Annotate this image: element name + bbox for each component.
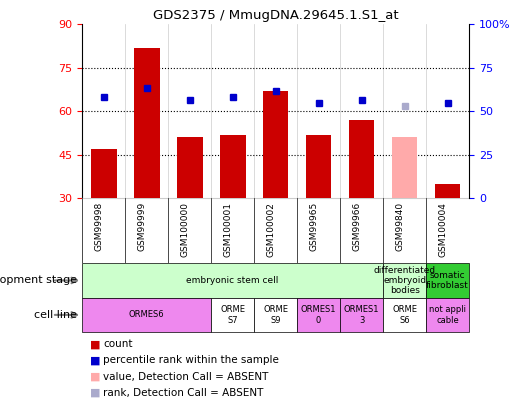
Text: not appli
cable: not appli cable [429,305,466,324]
Bar [349,120,375,198]
Text: GSM99966: GSM99966 [352,202,361,251]
Bar [435,184,461,198]
Text: ■: ■ [90,339,101,349]
Text: differentiated
embryoid
bodies: differentiated embryoid bodies [374,266,436,295]
Text: ■: ■ [90,356,101,365]
Title: GDS2375 / MmugDNA.29645.1.S1_at: GDS2375 / MmugDNA.29645.1.S1_at [153,9,399,22]
Text: embryonic stem cell: embryonic stem cell [187,276,279,285]
Text: GSM99998: GSM99998 [95,202,104,251]
Text: ORME
S9: ORME S9 [263,305,288,324]
Bar [220,134,245,198]
Bar [82,298,211,332]
Text: ORME
S7: ORME S7 [220,305,245,324]
Bar [426,298,469,332]
Text: somatic
fibroblast: somatic fibroblast [426,271,469,290]
Bar [254,298,297,332]
Text: ORMES1
0: ORMES1 0 [301,305,337,324]
Bar [211,298,254,332]
Text: GSM100001: GSM100001 [224,202,233,257]
Text: ORME
S6: ORME S6 [392,305,417,324]
Text: rank, Detection Call = ABSENT: rank, Detection Call = ABSENT [103,388,264,398]
Bar [297,298,340,332]
Bar [383,298,426,332]
Text: GSM99965: GSM99965 [310,202,319,251]
Bar [392,137,418,198]
Text: GSM100002: GSM100002 [267,202,276,256]
Text: GSM99999: GSM99999 [138,202,147,251]
Bar [426,263,469,298]
Text: ■: ■ [90,372,101,382]
Text: ORMES1
3: ORMES1 3 [344,305,379,324]
Bar [306,134,331,198]
Text: percentile rank within the sample: percentile rank within the sample [103,356,279,365]
Bar [340,298,383,332]
Bar [82,263,383,298]
Text: cell line: cell line [34,310,77,320]
Bar [91,149,117,198]
Text: ORMES6: ORMES6 [129,310,164,320]
Bar [176,137,202,198]
Bar [383,263,426,298]
Text: ■: ■ [90,388,101,398]
Text: GSM100000: GSM100000 [181,202,190,257]
Text: development stage: development stage [0,275,77,286]
Text: count: count [103,339,133,349]
Text: GSM100004: GSM100004 [438,202,447,256]
Bar [134,47,160,198]
Bar [263,91,288,198]
Text: value, Detection Call = ABSENT: value, Detection Call = ABSENT [103,372,269,382]
Text: GSM99840: GSM99840 [395,202,404,251]
